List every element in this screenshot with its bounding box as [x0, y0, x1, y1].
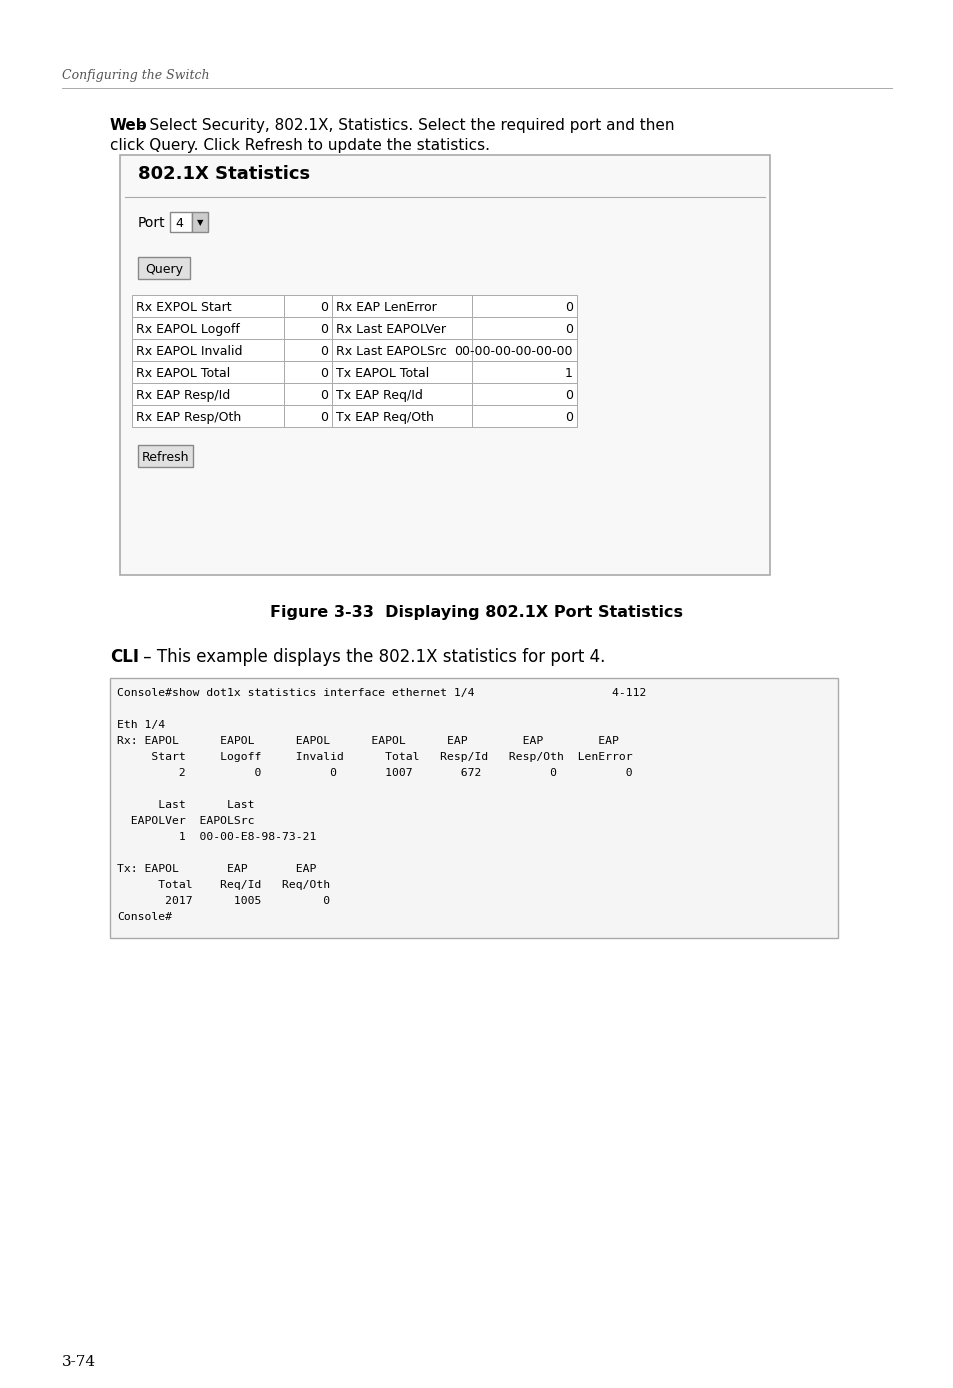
Text: ▼: ▼ — [196, 218, 203, 228]
Text: – Select Security, 802.1X, Statistics. Select the required port and then: – Select Security, 802.1X, Statistics. S… — [137, 118, 674, 133]
Text: 0: 0 — [319, 344, 328, 358]
Bar — [472, 383, 577, 405]
Text: Rx: EAPOL      EAPOL      EAPOL      EAPOL      EAP        EAP        EAP: Rx: EAPOL EAPOL EAPOL EAPOL EAP EAP EAP — [117, 736, 618, 745]
Text: Tx EAP Req/Oth: Tx EAP Req/Oth — [335, 411, 434, 423]
Bar — [284, 405, 332, 428]
Text: 802.1X Statistics: 802.1X Statistics — [138, 165, 310, 183]
Text: Tx: EAPOL       EAP       EAP: Tx: EAPOL EAP EAP — [117, 863, 316, 874]
Text: Web: Web — [110, 118, 148, 133]
Bar — [472, 296, 577, 316]
Text: 0: 0 — [564, 389, 573, 401]
Text: Rx EAP Resp/Id: Rx EAP Resp/Id — [136, 389, 230, 401]
Text: – This example displays the 802.1X statistics for port 4.: – This example displays the 802.1X stati… — [138, 648, 605, 666]
Text: Figure 3-33  Displaying 802.1X Port Statistics: Figure 3-33 Displaying 802.1X Port Stati… — [271, 605, 682, 620]
Text: 0: 0 — [319, 322, 328, 336]
Bar — [110, 677, 837, 938]
Bar — [132, 361, 284, 383]
Text: Configuring the Switch: Configuring the Switch — [62, 68, 210, 82]
Text: 1  00-00-E8-98-73-21: 1 00-00-E8-98-73-21 — [117, 831, 316, 843]
Bar — [284, 383, 332, 405]
Text: Query: Query — [145, 262, 183, 275]
Text: 0: 0 — [319, 411, 328, 423]
Text: Refresh: Refresh — [142, 451, 189, 464]
Text: Console#show dot1x statistics interface ethernet 1/4                    4-112: Console#show dot1x statistics interface … — [117, 688, 646, 698]
Bar — [472, 361, 577, 383]
Bar — [284, 361, 332, 383]
Text: Rx EAPOL Total: Rx EAPOL Total — [136, 366, 230, 379]
Bar — [138, 446, 193, 466]
Text: Eth 1/4: Eth 1/4 — [117, 720, 165, 730]
Text: 1: 1 — [564, 366, 573, 379]
Text: Total    Req/Id   Req/Oth: Total Req/Id Req/Oth — [117, 880, 330, 890]
Text: 2017      1005         0: 2017 1005 0 — [117, 897, 330, 906]
Bar — [472, 316, 577, 339]
Text: Rx EAP LenError: Rx EAP LenError — [335, 300, 436, 314]
Text: Rx EXPOL Start: Rx EXPOL Start — [136, 300, 232, 314]
Bar — [332, 383, 472, 405]
Text: click Query. Click Refresh to update the statistics.: click Query. Click Refresh to update the… — [110, 137, 490, 153]
Bar — [138, 257, 190, 279]
Bar — [170, 212, 192, 232]
Text: 0: 0 — [564, 322, 573, 336]
Bar — [132, 339, 284, 361]
Bar — [332, 316, 472, 339]
Text: 0: 0 — [319, 389, 328, 401]
Text: Rx Last EAPOLSrc: Rx Last EAPOLSrc — [335, 344, 446, 358]
Text: 2          0          0       1007       672          0          0: 2 0 0 1007 672 0 0 — [117, 768, 632, 779]
Text: EAPOLVer  EAPOLSrc: EAPOLVer EAPOLSrc — [117, 816, 254, 826]
Text: 0: 0 — [564, 411, 573, 423]
Bar — [284, 316, 332, 339]
Text: Rx Last EAPOLVer: Rx Last EAPOLVer — [335, 322, 446, 336]
Bar — [332, 339, 472, 361]
Text: Console#: Console# — [117, 912, 172, 922]
Text: 0: 0 — [319, 300, 328, 314]
Text: 3-74: 3-74 — [62, 1355, 96, 1369]
Bar — [332, 405, 472, 428]
Text: Rx EAPOL Invalid: Rx EAPOL Invalid — [136, 344, 242, 358]
Bar — [284, 339, 332, 361]
Text: 00-00-00-00-00-00: 00-00-00-00-00-00 — [454, 344, 573, 358]
Bar — [120, 155, 769, 575]
Text: Port: Port — [138, 217, 166, 230]
Bar — [284, 296, 332, 316]
Text: 4: 4 — [174, 217, 183, 229]
Text: Rx EAPOL Logoff: Rx EAPOL Logoff — [136, 322, 239, 336]
Text: Last      Last: Last Last — [117, 799, 254, 811]
Bar — [192, 212, 208, 232]
Bar — [132, 383, 284, 405]
Text: Tx EAP Req/Id: Tx EAP Req/Id — [335, 389, 422, 401]
Bar — [132, 296, 284, 316]
Text: Tx EAPOL Total: Tx EAPOL Total — [335, 366, 429, 379]
Bar — [472, 405, 577, 428]
Text: CLI: CLI — [110, 648, 139, 666]
Text: Start     Logoff     Invalid      Total   Resp/Id   Resp/Oth  LenError: Start Logoff Invalid Total Resp/Id Resp/… — [117, 752, 632, 762]
Bar — [332, 296, 472, 316]
Bar — [132, 405, 284, 428]
Bar — [472, 339, 577, 361]
Text: 0: 0 — [319, 366, 328, 379]
Text: Rx EAP Resp/Oth: Rx EAP Resp/Oth — [136, 411, 241, 423]
Bar — [332, 361, 472, 383]
Bar — [132, 316, 284, 339]
Text: 0: 0 — [564, 300, 573, 314]
